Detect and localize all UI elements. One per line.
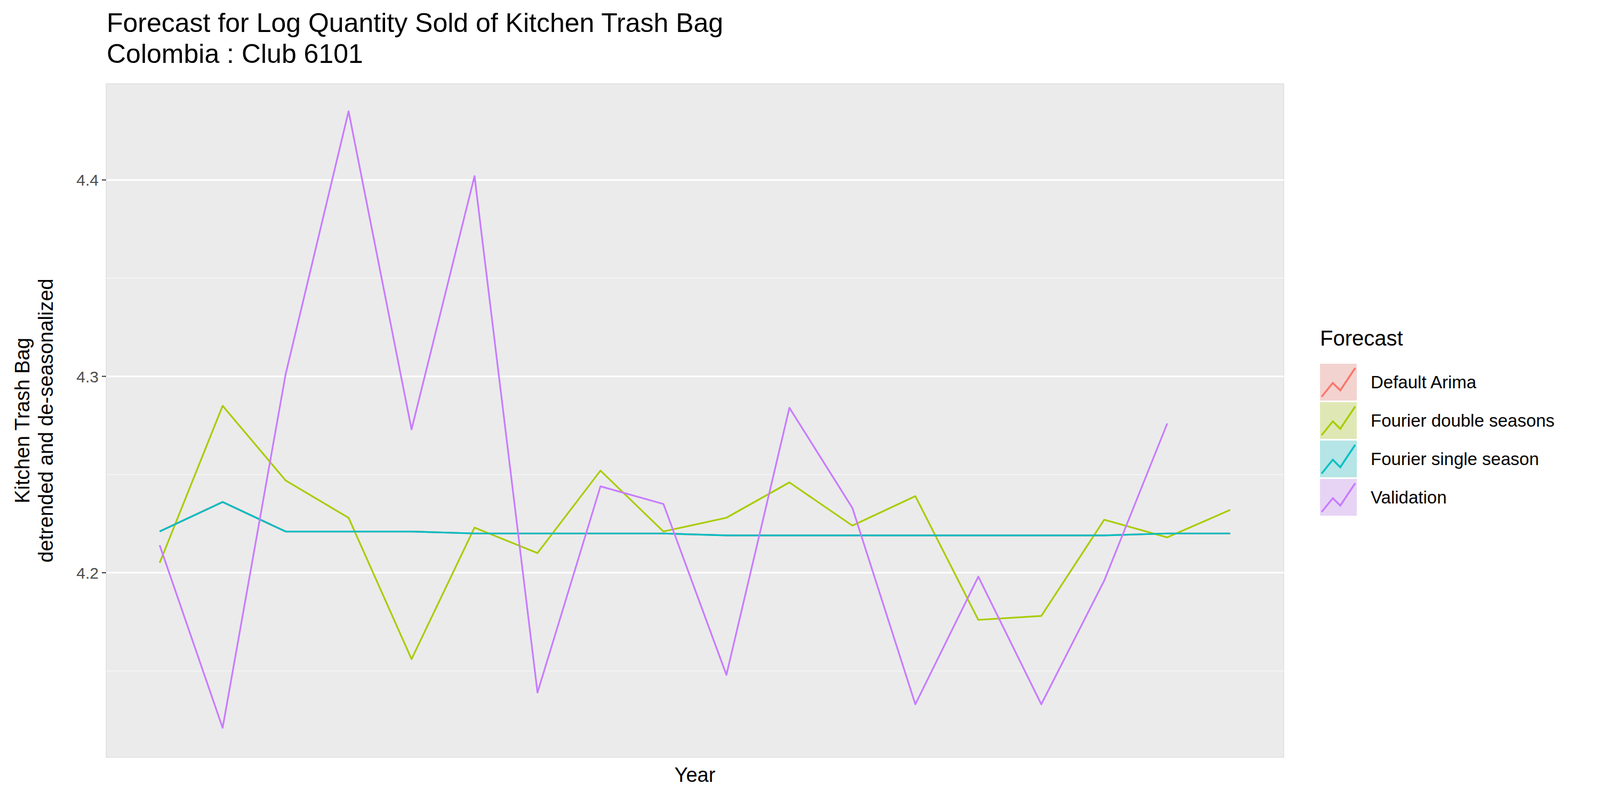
legend-key-fill — [1320, 363, 1357, 401]
tick-mark — [101, 572, 107, 574]
legend-item: Default Arima — [1320, 363, 1477, 401]
legend-key-line — [1321, 483, 1356, 512]
minor-grid-line — [106, 670, 1284, 672]
legend-key-fill — [1320, 440, 1357, 478]
legend-key-line — [1321, 406, 1356, 436]
grid-line — [106, 375, 1284, 378]
legend-item: Fourier double seasons — [1320, 402, 1555, 439]
series-line — [159, 111, 1167, 728]
legend-item: Fourier single season — [1320, 440, 1540, 478]
chart: 4.2 4.3 4.4 Forecast for Log Quantity Sold … — [0, 0, 1600, 800]
minor-grid-line — [106, 474, 1284, 476]
x-axis-label: Year — [674, 763, 716, 787]
y-axis-label: Kitchen Trash Bag — [11, 337, 34, 504]
legend-key-fill — [1320, 478, 1357, 516]
legend-key-bg — [1320, 363, 1357, 401]
tick-label: 4.4 — [76, 171, 99, 189]
title: Forecast for Log Quantity Sold of Kitche… — [106, 8, 724, 38]
legend-label: Fourier double seasons — [1370, 410, 1555, 431]
series-group — [159, 111, 1230, 728]
tick-mark — [101, 376, 107, 378]
legend-label: Fourier single season — [1370, 449, 1540, 469]
legend-key-fill — [1320, 402, 1357, 439]
tick-mark — [101, 179, 107, 181]
legend-label: Default Arima — [1370, 372, 1477, 392]
series-line — [159, 501, 1230, 536]
legend-key-line — [1321, 444, 1356, 474]
legend-key-bg — [1320, 402, 1357, 439]
y-axis-label: detrended and de-seasonalized — [34, 278, 58, 563]
tick-label: 4.2 — [76, 564, 99, 582]
plot-panel — [106, 83, 1284, 758]
grid-line — [106, 179, 1284, 181]
legend-item: Validation — [1320, 478, 1447, 516]
legend-key-bg — [1320, 478, 1357, 516]
series-line — [159, 405, 1230, 660]
title: Colombia : Club 6101 — [106, 38, 364, 69]
legend-label: Validation — [1370, 487, 1447, 508]
minor-grid-line — [106, 277, 1284, 279]
legend-title: Forecast — [1320, 326, 1404, 350]
tick-label: 4.3 — [76, 368, 99, 386]
series-line — [159, 501, 1230, 536]
legend-key-bg — [1320, 440, 1357, 478]
legend-key-line — [1321, 368, 1356, 397]
